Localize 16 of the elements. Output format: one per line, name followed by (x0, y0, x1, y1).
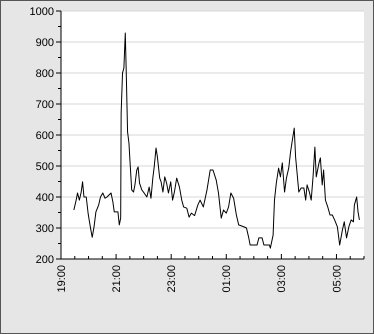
y-tick-label: 1000 (30, 6, 54, 18)
y-tick-label: 200 (36, 254, 54, 266)
y-tick-label: 300 (36, 222, 54, 235)
y-tick-label: 900 (36, 36, 54, 49)
y-tick-label: 800 (36, 68, 54, 80)
x-tick-label: 03:00 (276, 265, 288, 293)
x-tick-label: 01:00 (221, 265, 234, 293)
x-tick-label: 19:00 (56, 265, 68, 293)
y-tick-label: 500 (36, 160, 54, 173)
x-tick-label: 23:00 (166, 265, 178, 293)
y-tick-label: 600 (36, 130, 54, 142)
y-tick-label: 400 (36, 192, 54, 204)
y-tick-label: 700 (36, 98, 54, 111)
x-tick-label: 05:00 (331, 265, 344, 293)
line-series (73, 32, 360, 249)
x-tick-label: 21:00 (110, 265, 123, 293)
